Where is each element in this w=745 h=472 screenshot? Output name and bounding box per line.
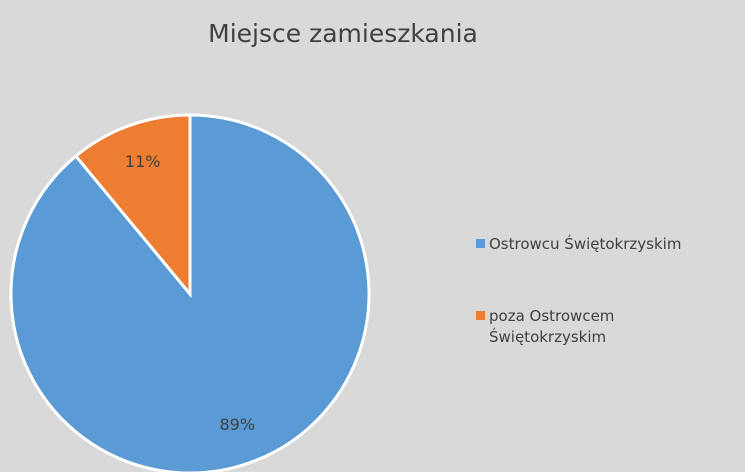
legend-label: Ostrowcu Świętokrzyskim: [489, 235, 682, 253]
legend-entry: Ostrowcu Świętokrzyskim: [476, 234, 726, 255]
data-label: 89%: [220, 415, 256, 434]
data-label: 11%: [125, 152, 161, 171]
legend-swatch: [476, 311, 485, 320]
pie-slice: [73, 113, 192, 299]
pie-slice: [9, 113, 371, 472]
chart-title: Miejsce zamieszkania: [208, 19, 478, 48]
legend-label: poza Ostrowcem Świętokrzyskim: [489, 307, 615, 346]
legend-entry: poza Ostrowcem Świętokrzyskim: [476, 306, 726, 348]
legend-swatch: [476, 239, 485, 248]
